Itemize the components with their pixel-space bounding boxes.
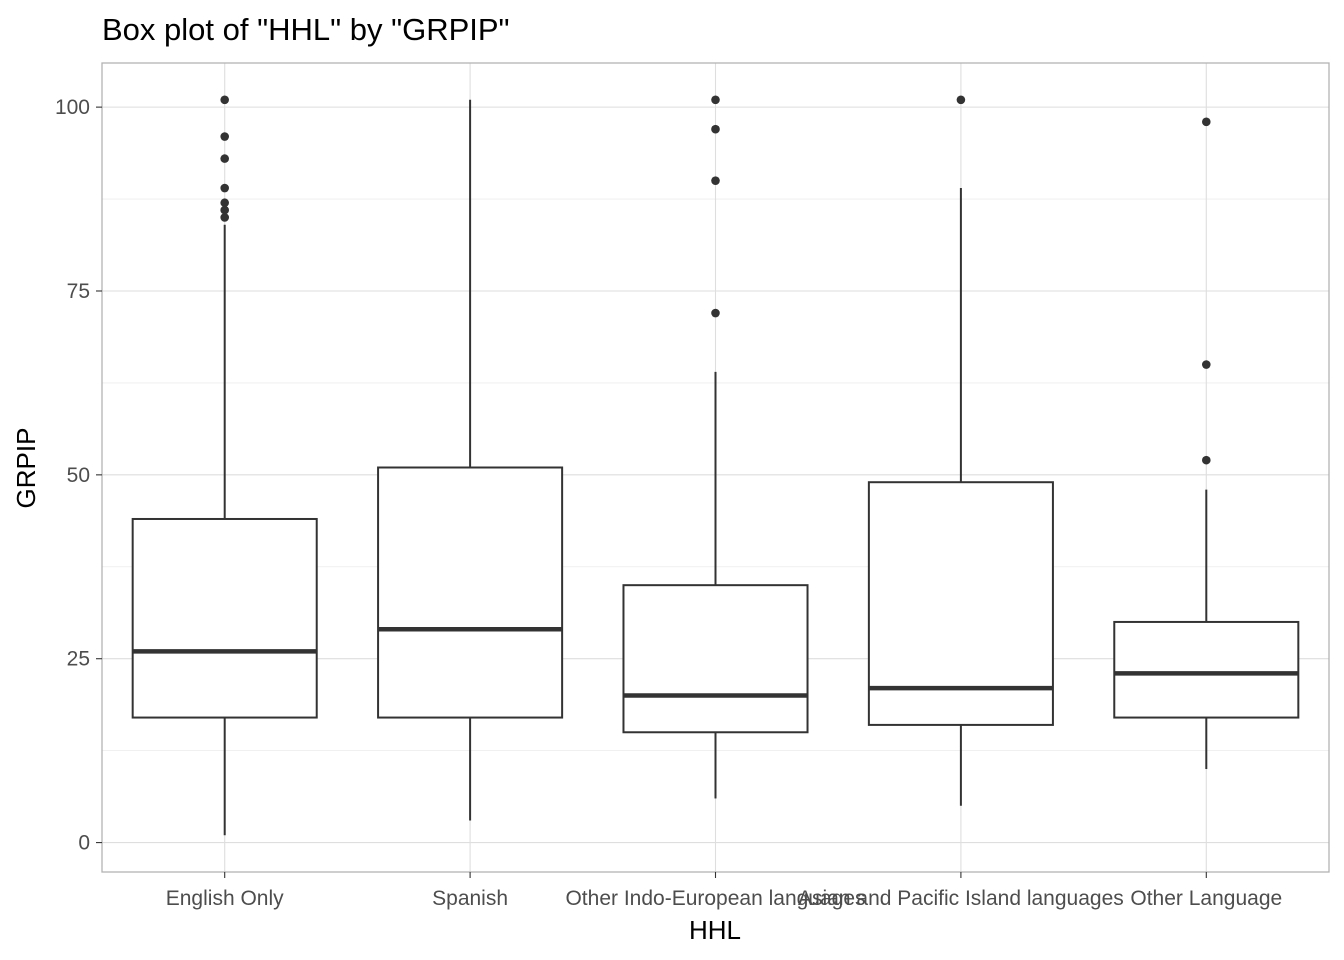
outlier-point <box>220 183 229 193</box>
outlier-point <box>1202 117 1211 127</box>
box-group <box>1113 117 1300 770</box>
x-tick-label: English Only <box>166 887 284 910</box>
box-iqr <box>131 517 318 719</box>
outlier-point <box>1202 455 1211 465</box>
y-tick-label: 75 <box>67 280 90 303</box>
y-axis-title: GRPIP <box>11 428 41 509</box>
box-iqr <box>1113 620 1300 719</box>
y-tick-label: 50 <box>67 464 90 487</box>
outlier-point <box>220 95 229 105</box>
x-tick-label: Asian and Pacific Island languages <box>798 887 1124 910</box>
outlier-point <box>711 95 720 105</box>
box-iqr <box>377 466 564 719</box>
x-tick-label: Other Language <box>1130 887 1282 910</box>
outlier-point <box>220 213 229 222</box>
box-group <box>377 99 564 821</box>
outlier-point <box>220 154 229 163</box>
x-axis-title: HHL <box>689 915 741 945</box>
x-axis-ticks: English Only Spanish Other Indo-European l… <box>166 872 1282 910</box>
outlier-point <box>711 308 720 318</box>
box-iqr <box>622 584 809 734</box>
boxes-layer <box>131 95 1300 836</box>
outlier-point <box>220 132 229 141</box>
x-tick-label: Spanish <box>432 887 508 910</box>
y-axis-ticks: 0 25 50 75 100 <box>55 96 102 855</box>
outlier-point <box>1202 360 1211 369</box>
outlier-point <box>220 198 229 208</box>
box-group <box>867 95 1054 806</box>
y-tick-label: 25 <box>67 648 90 671</box>
y-tick-label: 100 <box>55 96 90 119</box>
box-group <box>131 95 318 836</box>
outlier-point <box>711 176 720 185</box>
box-iqr <box>867 481 1054 726</box>
outlier-point <box>956 95 966 105</box>
outlier-point <box>711 124 720 134</box>
y-tick-label: 0 <box>78 832 90 855</box>
chart-title: Box plot of "HHL" by "GRPIP" <box>102 12 510 47</box>
box-group <box>622 95 809 799</box>
x-tick-label: Other Indo-European languages <box>565 887 865 910</box>
outlier-point <box>220 205 229 215</box>
